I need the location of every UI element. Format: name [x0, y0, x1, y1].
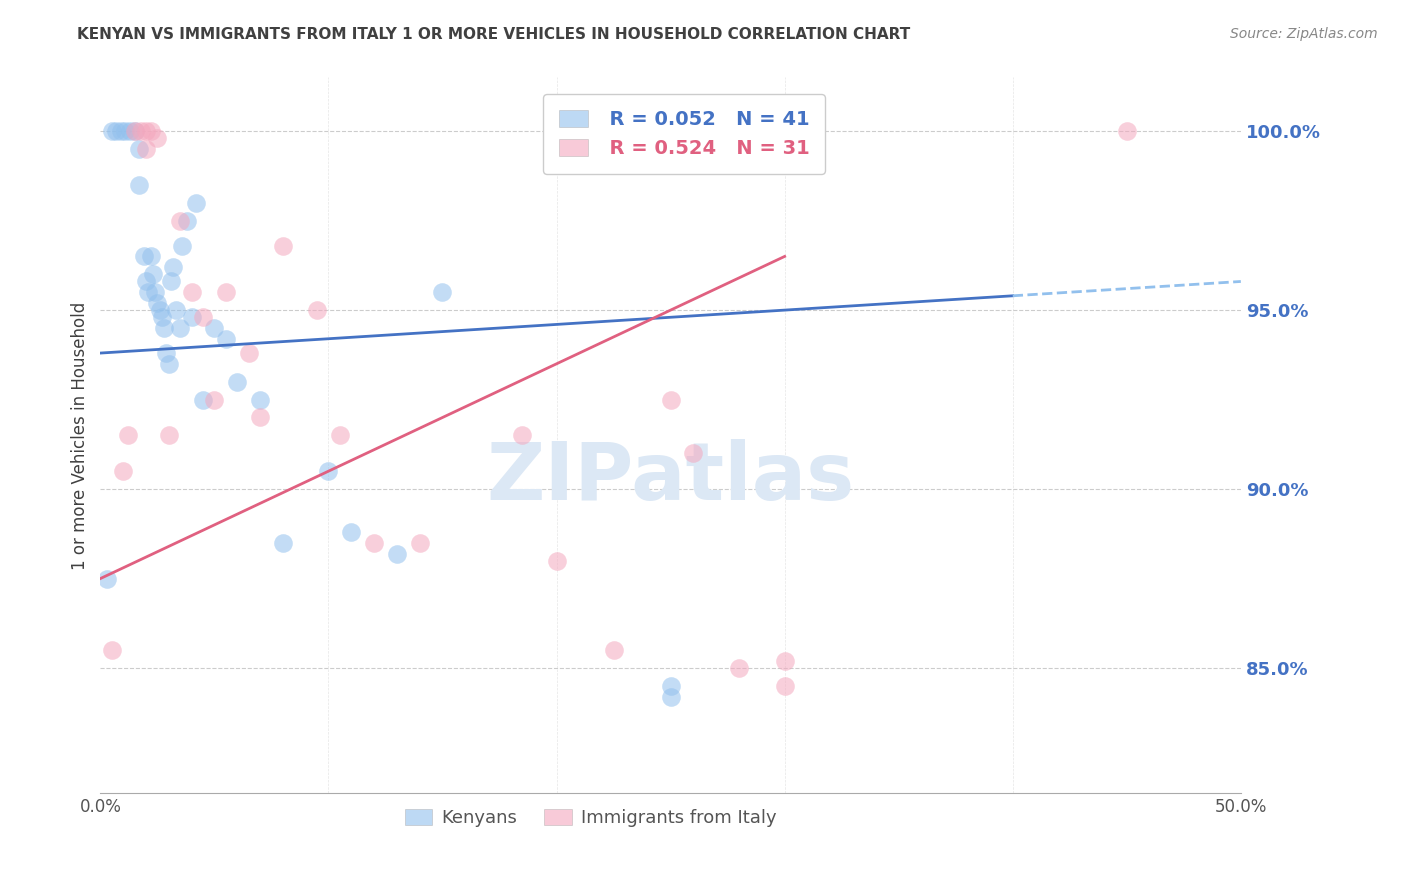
Point [329, 428, 352, 442]
Point [363, 535, 385, 549]
Point [1115, 124, 1137, 138]
Point [105, 124, 128, 138]
Point [112, 464, 135, 478]
Point [149, 303, 172, 318]
Point [340, 524, 363, 539]
Point [305, 303, 328, 318]
Point [202, 321, 225, 335]
Point [124, 124, 146, 138]
Point [191, 310, 214, 325]
Point [249, 392, 271, 407]
Point [124, 124, 146, 138]
Point [165, 303, 187, 318]
Point [659, 690, 682, 704]
Point [186, 195, 208, 210]
Point [155, 346, 177, 360]
Point [385, 547, 408, 561]
Y-axis label: 1 or more Vehicles in Household: 1 or more Vehicles in Household [72, 301, 89, 569]
Point [117, 428, 139, 442]
Point [226, 375, 249, 389]
Point [271, 238, 294, 252]
Point [100, 124, 122, 138]
Point [96, 572, 118, 586]
Text: ZIPatlas: ZIPatlas [486, 440, 855, 517]
Point [172, 238, 194, 252]
Point [128, 178, 150, 192]
Point [169, 213, 191, 227]
Point [128, 142, 150, 156]
Point [157, 428, 180, 442]
Point [682, 446, 704, 460]
Point [215, 285, 238, 300]
Point [118, 124, 141, 138]
Point [100, 643, 122, 657]
Point [135, 275, 157, 289]
Point [271, 535, 294, 549]
Point [142, 268, 165, 282]
Point [146, 131, 169, 145]
Point [408, 535, 430, 549]
Point [157, 357, 180, 371]
Point [318, 464, 340, 478]
Point [191, 392, 214, 407]
Point [139, 249, 162, 263]
Text: KENYAN VS IMMIGRANTS FROM ITALY 1 OR MORE VEHICLES IN HOUSEHOLD CORRELATION CHAR: KENYAN VS IMMIGRANTS FROM ITALY 1 OR MOR… [77, 27, 911, 42]
Point [202, 392, 225, 407]
Point [150, 310, 173, 325]
Point [659, 679, 682, 693]
Point [153, 321, 176, 335]
Point [131, 124, 153, 138]
Point [512, 428, 534, 442]
Point [180, 285, 202, 300]
Point [238, 346, 260, 360]
Point [180, 310, 202, 325]
Point [602, 643, 624, 657]
Point [215, 332, 238, 346]
Point [136, 285, 159, 300]
Point [773, 679, 796, 693]
Point [135, 124, 157, 138]
Point [146, 296, 169, 310]
Point [132, 249, 155, 263]
Point [728, 661, 751, 675]
Point [546, 554, 568, 568]
Point [110, 124, 132, 138]
Point [135, 142, 157, 156]
Legend: Kenyans, Immigrants from Italy: Kenyans, Immigrants from Italy [398, 802, 783, 834]
Point [432, 285, 454, 300]
Point [176, 213, 198, 227]
Point [773, 654, 796, 668]
Point [143, 285, 166, 300]
Point [139, 124, 162, 138]
Point [169, 321, 191, 335]
Point [249, 410, 271, 425]
Point [160, 275, 183, 289]
Point [114, 124, 136, 138]
Point [162, 260, 184, 275]
Point [659, 392, 682, 407]
Text: Source: ZipAtlas.com: Source: ZipAtlas.com [1230, 27, 1378, 41]
